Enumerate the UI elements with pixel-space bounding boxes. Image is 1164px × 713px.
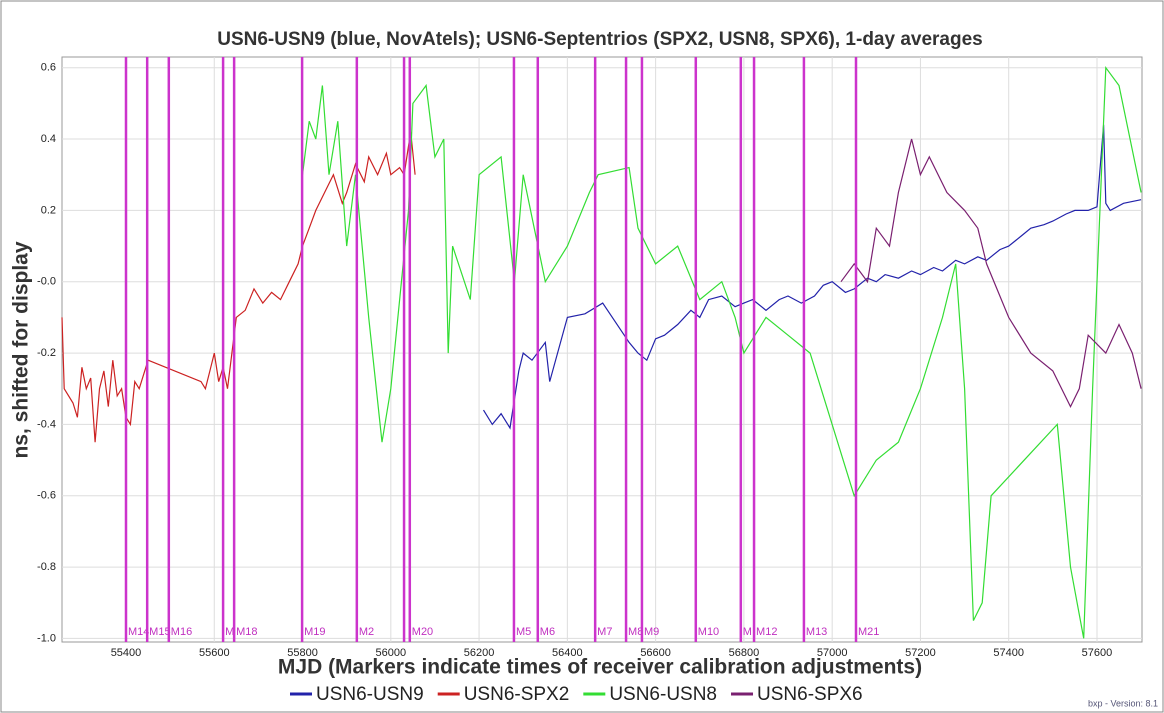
series-line — [840, 138, 1142, 408]
x-tick-label: 56600 — [640, 647, 671, 659]
series-line — [61, 131, 416, 443]
chart-title: USN6-USN9 (blue, NovAtels); USN6-Septent… — [217, 29, 983, 50]
x-axis-label: MJD (Markers indicate times of receiver … — [278, 656, 922, 679]
marker-label: M8 — [628, 626, 643, 638]
marker-label: M19 — [304, 626, 325, 638]
marker-label: M15 — [149, 626, 170, 638]
y-tick-label: -0.0 — [37, 276, 56, 288]
legend-label: USN6-USN8 — [609, 684, 717, 705]
marker-label: M14 — [128, 626, 149, 638]
x-tick-label: 55800 — [287, 647, 318, 659]
y-tick-label: 0.2 — [41, 204, 56, 216]
marker-label: M10 — [698, 626, 719, 638]
legend-label: USN6-SPX6 — [757, 684, 863, 705]
x-tick-label: 57200 — [905, 647, 936, 659]
series-line — [482, 124, 1142, 430]
x-tick-label: 57000 — [817, 647, 848, 659]
marker-label: M6 — [540, 626, 555, 638]
marker-label: M16 — [171, 626, 192, 638]
marker-label: M13 — [806, 626, 827, 638]
x-tick-label: 56800 — [729, 647, 760, 659]
y-tick-label: -0.8 — [37, 561, 56, 573]
y-tick-label: -0.6 — [37, 490, 56, 502]
x-tick-label: 57400 — [993, 647, 1024, 659]
marker-label: M18 — [236, 626, 257, 638]
y-axis-label: ns, shifted for display — [10, 241, 33, 458]
legend-label: USN6-USN9 — [316, 684, 424, 705]
marker-label: M — [225, 626, 234, 638]
marker-label: M20 — [412, 626, 433, 638]
marker-label: M2 — [359, 626, 374, 638]
y-tick-label: 0.6 — [41, 62, 56, 74]
series-line — [301, 65, 1142, 639]
marker-label: M9 — [644, 626, 659, 638]
version-note: bxp - Version: 8.1 — [1088, 698, 1158, 708]
x-tick-label: 56000 — [376, 647, 407, 659]
marker-label: M — [743, 626, 752, 638]
marker-label: M7 — [597, 626, 612, 638]
x-tick-label: 57600 — [1082, 647, 1113, 659]
x-tick-label: 56400 — [552, 647, 583, 659]
y-tick-label: 0.4 — [41, 133, 56, 145]
marker-label: M5 — [516, 626, 531, 638]
x-tick-label: 56200 — [464, 647, 495, 659]
x-tick-label: 55600 — [199, 647, 230, 659]
x-tick-label: 55400 — [111, 647, 142, 659]
marker-label: M12 — [756, 626, 777, 638]
marker-label: M21 — [858, 626, 879, 638]
y-tick-label: -0.4 — [37, 418, 56, 430]
y-tick-label: -0.2 — [37, 347, 56, 359]
y-tick-label: -1.0 — [37, 632, 56, 644]
legend-label: USN6-SPX2 — [464, 684, 570, 705]
